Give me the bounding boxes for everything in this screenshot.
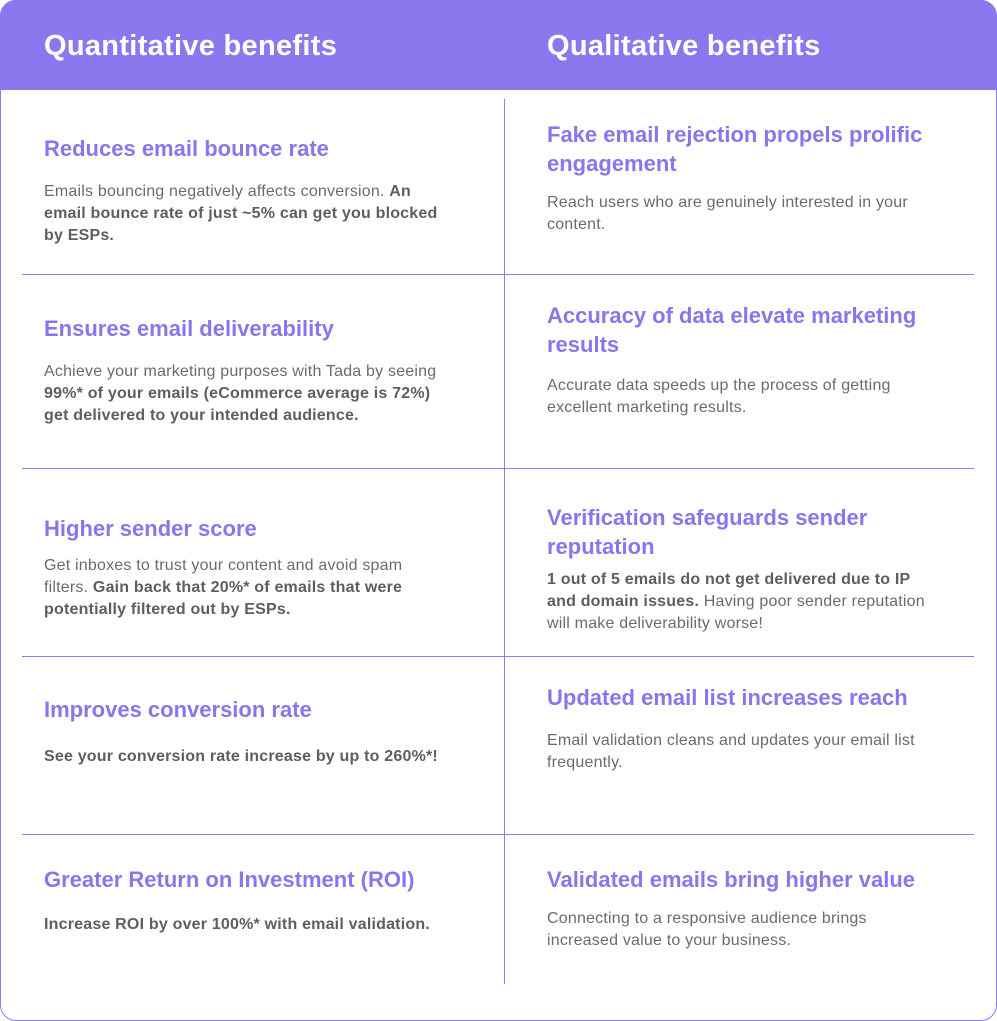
benefit-updated-list: Updated email list increases reach Email… <box>547 683 942 774</box>
qualitative-benefits-heading: Qualitative benefits <box>547 30 821 62</box>
benefit-deliverability: Ensures email deliverability Achieve you… <box>44 314 444 427</box>
benefit-description: Reach users who are genuinely interested… <box>547 192 942 236</box>
benefit-title: Ensures email deliverability <box>44 316 334 341</box>
desc-highlight: See your conversion rate increase by up … <box>44 748 438 765</box>
desc-highlight: An email bounce rate of just ~5% can get… <box>44 183 438 244</box>
desc-text: Having poor sender reputation will make … <box>547 593 925 632</box>
benefit-roi: Greater Return on Investment (ROI) Incre… <box>44 865 444 936</box>
row-divider <box>22 274 974 275</box>
desc-text: Connecting to a responsive audience brin… <box>547 910 867 949</box>
benefit-description: Emails bouncing negatively affects conve… <box>44 181 444 247</box>
benefit-description: 1 out of 5 emails do not get delivered d… <box>547 569 942 635</box>
benefit-title: Reduces email bounce rate <box>44 136 329 161</box>
benefits-header: Quantitative benefits Qualitative benefi… <box>0 0 997 90</box>
benefit-description: See your conversion rate increase by up … <box>44 746 444 768</box>
benefit-title: Updated email list increases reach <box>547 685 908 710</box>
benefit-bounce-rate: Reduces email bounce rate Emails bouncin… <box>44 134 444 247</box>
desc-text: Email validation cleans and updates your… <box>547 732 915 771</box>
benefit-title: Validated emails bring higher value <box>547 867 916 892</box>
desc-text: Achieve your marketing purposes with Tad… <box>44 363 437 380</box>
benefit-title: Verification safeguards sender reputatio… <box>547 505 868 559</box>
desc-text: Emails bouncing negatively affects conve… <box>44 183 390 200</box>
benefit-description: Email validation cleans and updates your… <box>547 730 942 774</box>
desc-text: Get inboxes to trust your content and av… <box>44 557 403 596</box>
column-divider <box>504 99 505 984</box>
row-divider <box>22 834 974 835</box>
benefit-description: Achieve your marketing purposes with Tad… <box>44 361 444 427</box>
desc-highlight: Gain back that 20%* of emails that were … <box>44 579 403 618</box>
benefit-fake-email-rejection: Fake email rejection propels prolific en… <box>547 120 942 236</box>
benefit-data-accuracy: Accuracy of data elevate marketing resul… <box>547 301 942 419</box>
quantitative-benefits-heading: Quantitative benefits <box>44 30 338 62</box>
row-divider <box>22 468 974 469</box>
desc-text: Reach users who are genuinely interested… <box>547 194 908 233</box>
row-divider <box>22 656 974 657</box>
benefit-title: Accuracy of data elevate marketing resul… <box>547 303 917 357</box>
benefit-conversion-rate: Improves conversion rate See your conver… <box>44 695 444 768</box>
desc-highlight: Increase ROI by over 100%* with email va… <box>44 916 430 933</box>
benefit-description: Accurate data speeds up the process of g… <box>547 375 942 419</box>
desc-highlight: 99%* of your emails (eCommerce average i… <box>44 385 431 424</box>
benefit-title: Fake email rejection propels prolific en… <box>547 122 923 176</box>
benefit-description: Connecting to a responsive audience brin… <box>547 908 942 952</box>
benefit-sender-reputation: Verification safeguards sender reputatio… <box>547 503 942 635</box>
benefit-title: Higher sender score <box>44 516 257 541</box>
benefit-title: Greater Return on Investment (ROI) <box>44 867 415 892</box>
benefit-description: Increase ROI by over 100%* with email va… <box>44 914 444 936</box>
benefit-description: Get inboxes to trust your content and av… <box>44 555 444 621</box>
desc-text: Accurate data speeds up the process of g… <box>547 377 891 416</box>
benefit-higher-value: Validated emails bring higher value Conn… <box>547 865 942 952</box>
desc-highlight: 1 out of 5 emails do not get delivered d… <box>547 571 911 610</box>
benefit-sender-score: Higher sender score Get inboxes to trust… <box>44 514 444 621</box>
benefit-title: Improves conversion rate <box>44 697 312 722</box>
